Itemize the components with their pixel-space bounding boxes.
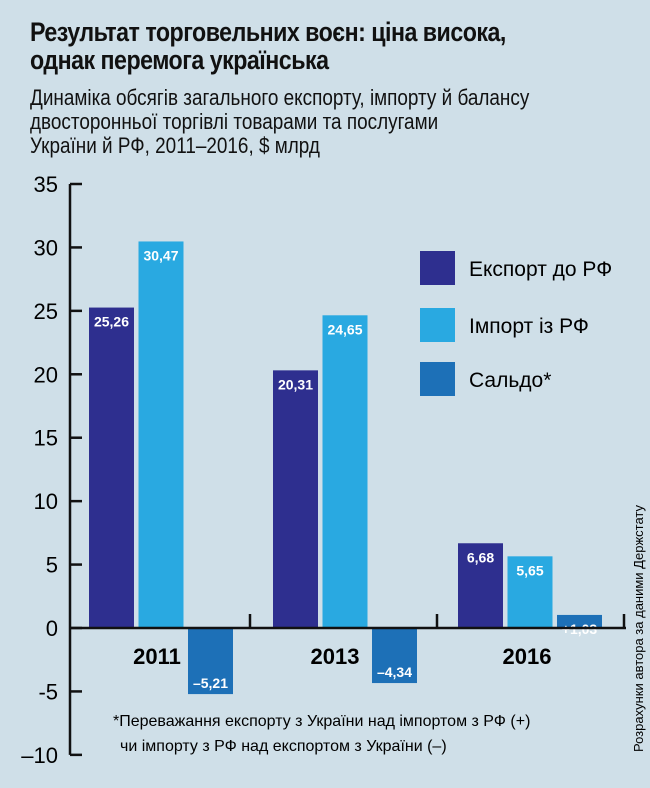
bar-value-label: 30,47	[143, 247, 178, 263]
chart-subtitle: Динаміка обсягів загального експорту, ім…	[30, 86, 529, 158]
y-tick-label: 15	[34, 426, 58, 451]
y-tick-label: 30	[34, 235, 58, 260]
source-note: Розрахунки автора за даними Держстату	[631, 505, 646, 752]
bar-2013-series-0	[273, 370, 318, 628]
legend-label: Імпорт із РФ	[469, 315, 589, 338]
bar-value-label: –4,34	[377, 664, 412, 680]
bar-2016-series-1	[507, 556, 553, 628]
legend-label: Експорт до РФ	[469, 258, 612, 281]
bar-value-label: 24,65	[327, 321, 362, 337]
subtitle-line-2: двосторонньої торгівлі товарами та послу…	[30, 109, 439, 134]
legend-swatch	[420, 251, 455, 285]
footnote-line-1: *Переважання експорту з України над імпо…	[113, 713, 530, 730]
y-tick-label: 20	[34, 362, 58, 387]
bar-value-label: 20,31	[278, 376, 313, 392]
bar-2013-series-2	[372, 628, 417, 684]
y-tick-label: 25	[34, 299, 58, 324]
bar-2016-series-2	[557, 614, 602, 628]
legend-swatch	[420, 362, 455, 396]
bar-2013-series-1	[322, 315, 368, 628]
y-tick-label: 35	[34, 172, 58, 197]
bar-2011-series-2	[188, 628, 233, 695]
bar-2011-series-1	[138, 241, 184, 628]
subtitle-line-3: України й РФ, 2011–2016, $ млрд	[30, 133, 320, 158]
subtitle-line-1: Динаміка обсягів загального експорту, ім…	[30, 85, 530, 110]
bar-value-label: 6,68	[467, 549, 494, 565]
bar-value-label: 25,26	[94, 314, 129, 330]
y-tick-label: 5	[46, 553, 58, 578]
x-category-label: 2013	[311, 644, 360, 669]
x-category-label: 2016	[503, 644, 552, 669]
legend-label: Сальдо*	[469, 369, 551, 392]
bar-value-label: –5,21	[193, 675, 228, 691]
footnote-line-2: чи імпорту з РФ над експортом з України …	[120, 738, 447, 755]
bar-2011-series-0	[89, 307, 134, 628]
title-line-2: однак перемога українська	[30, 45, 329, 75]
y-tick-label: -5	[38, 679, 58, 704]
y-tick-label: 0	[46, 616, 58, 641]
bar-2016-series-0	[458, 543, 503, 628]
y-tick-label: –10	[21, 743, 58, 768]
legend-swatch	[420, 308, 455, 342]
y-tick-label: 10	[34, 489, 58, 514]
x-category-label: 2011	[133, 644, 181, 669]
chart-title: Результат торговельних воєн: ціна висока…	[30, 18, 506, 74]
title-line-1: Результат торговельних воєн: ціна висока…	[30, 17, 506, 47]
bar-value-label: 5,65	[516, 562, 543, 578]
